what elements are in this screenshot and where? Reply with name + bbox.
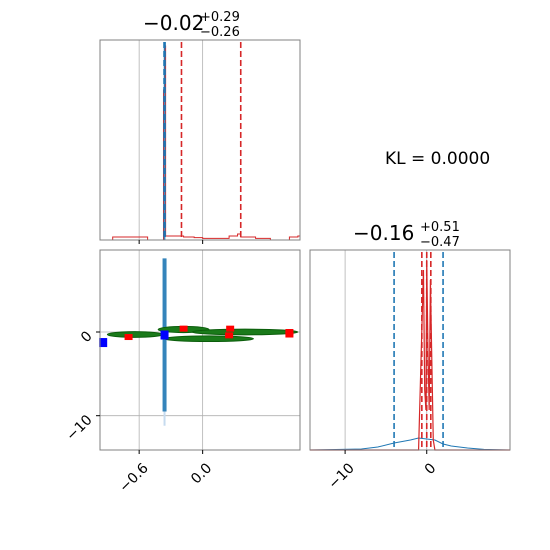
scatter-y-tick-label: 0 — [78, 328, 96, 346]
scatter-blue-marker — [99, 338, 108, 348]
scatter-green-contour — [106, 331, 163, 338]
param2-title-minus: −0.47 — [420, 235, 460, 250]
scatter-red-marker — [179, 325, 188, 332]
scatter-x-tick-label: −0.6 — [116, 460, 151, 495]
x-hist-red-curve — [100, 45, 301, 241]
scatter-x-tick-label: 0.0 — [188, 460, 215, 487]
param1-title-plus: +0.29 — [200, 10, 240, 25]
y-histogram-panel — [309, 249, 511, 451]
param1-title: −0.02 +0.29 −0.26 — [143, 10, 240, 40]
x-histogram-panel — [99, 39, 301, 241]
y-hist-tick-label: −10 — [326, 460, 358, 492]
scatter-frame — [99, 249, 301, 451]
param2-title-value: −0.16 — [353, 221, 414, 245]
y-hist-blue-curve — [309, 437, 511, 451]
kl-annotation: KL = 0.0000 — [385, 149, 490, 169]
y-hist-red-curve — [310, 259, 510, 451]
param2-title: −0.16 +0.51 −0.47 — [353, 220, 460, 250]
scatter-red-marker — [124, 334, 133, 341]
param2-title-plus: +0.51 — [420, 220, 460, 235]
param1-title-value: −0.02 — [143, 11, 204, 35]
joint-scatter-panel — [99, 249, 301, 451]
scatter-red-marker — [285, 331, 294, 338]
scatter-red-marker — [225, 332, 234, 339]
y-hist-frame — [309, 249, 511, 451]
scatter-green-contour — [164, 335, 254, 343]
scatter-green-contour — [191, 328, 299, 336]
axis-ticks: −0.6 0.0 0 −10 −10 0 — [63, 240, 439, 496]
scatter-red-marker — [226, 325, 235, 332]
scatter-y-tick-label: −10 — [63, 412, 95, 444]
x-hist-frame — [99, 39, 301, 241]
scatter-blue-marker — [160, 330, 169, 340]
y-hist-tick-label: 0 — [422, 460, 440, 478]
param1-title-minus: −0.26 — [200, 25, 240, 40]
